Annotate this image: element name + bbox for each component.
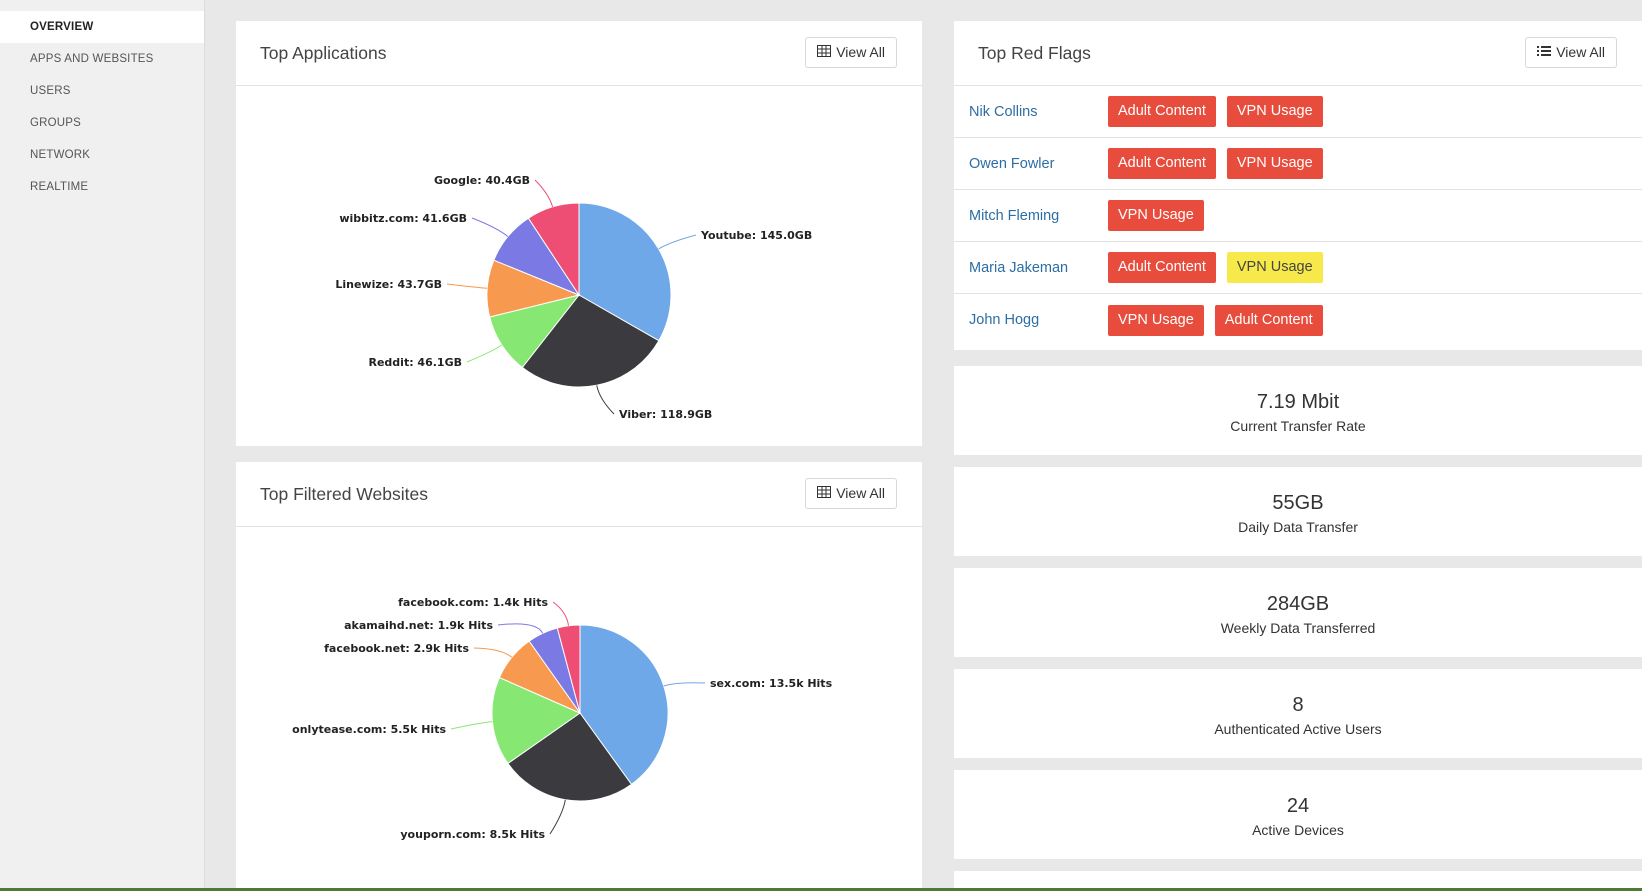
stat-value: 8	[1292, 694, 1304, 716]
slice-label: akamaihd.net: 1.9k Hits	[344, 619, 493, 632]
slice-connector	[596, 385, 615, 415]
view-all-button[interactable]: View All	[805, 37, 897, 68]
view-all-label: View All	[1556, 44, 1605, 60]
user-link[interactable]: Mitch Fleming	[969, 207, 1060, 224]
stat-label: Daily Data Transfer	[1238, 519, 1358, 535]
slice-connector	[446, 283, 488, 289]
vpn-usage-tag[interactable]: VPN Usage	[1226, 96, 1323, 127]
pie-slice[interactable]	[579, 624, 669, 786]
sidebar-item-apps-and-websites[interactable]: APPS AND WEBSITES	[30, 53, 154, 65]
panel-title: Top Filtered Websites	[260, 484, 428, 504]
slice-connector	[497, 623, 544, 634]
slice-label: Youtube: 145.0GB	[700, 229, 812, 242]
stat-value: 55GB	[1272, 492, 1324, 514]
panel-header: Top Applications View All	[236, 21, 922, 86]
top-filtered-websites-panel: Top Filtered Websites View All sex.com: …	[236, 462, 922, 891]
sidebar-item-network[interactable]: NETWORK	[30, 149, 91, 161]
stat-label: Weekly Data Transferred	[1220, 620, 1376, 636]
sidebar-item-users[interactable]: USERS	[30, 85, 71, 97]
slice-label: youporn.com: 8.5k Hits	[400, 828, 545, 841]
vpn-usage-tag[interactable]: VPN Usage	[1226, 148, 1323, 179]
slice-connector	[663, 682, 706, 687]
view-all-label: View All	[836, 44, 885, 60]
stat-value: 7.19 Mbit	[1256, 391, 1340, 413]
stat-card-weekly-transfer: 284GB Weekly Data Transferred	[954, 568, 1642, 657]
user-link[interactable]: John Hogg	[969, 312, 1040, 328]
red-flag-row: Owen Fowler Adult Content VPN Usage	[954, 138, 1642, 190]
slice-label: facebook.net: 2.9k Hits	[324, 642, 469, 655]
pie-slice[interactable]	[507, 712, 633, 802]
stat-card-active-devices: 24 Active Devices	[954, 770, 1642, 859]
stat-label: Authenticated Active Users	[1214, 721, 1382, 737]
slice-label: facebook.com: 1.4k Hits	[398, 596, 548, 609]
panel-title: Top Applications	[260, 43, 387, 63]
slice-connector	[534, 179, 554, 208]
slice-label: wibbitz.com: 41.6GB	[339, 212, 467, 225]
slice-label: Reddit: 46.1GB	[369, 356, 463, 369]
filtered-websites-pie-chart: sex.com: 13.5k Hits youporn.com: 8.5k Hit…	[292, 596, 833, 841]
panel-header: Top Filtered Websites View All	[236, 462, 922, 527]
view-all-label: View All	[836, 485, 885, 501]
slice-label: onlytease.com: 5.5k Hits	[292, 723, 446, 736]
pie-slice[interactable]	[578, 202, 672, 342]
pie-slice[interactable]	[491, 676, 582, 765]
flag-tags: Adult Content VPN Usage	[1108, 252, 1323, 283]
red-flag-row: Nik Collins Adult Content VPN Usage	[954, 86, 1642, 138]
slice-connector	[658, 234, 697, 250]
list-icon	[1537, 38, 1552, 67]
red-flag-row: Mitch Fleming VPN Usage	[954, 190, 1642, 242]
user-link[interactable]: Nik Collins	[969, 103, 1038, 120]
slice-connector	[466, 344, 503, 363]
panel-title: Top Red Flags	[978, 43, 1091, 63]
table-icon	[817, 38, 832, 67]
stat-card-transfer-rate: 7.19 Mbit Current Transfer Rate	[954, 366, 1642, 455]
flag-tags: Adult Content VPN Usage	[1108, 148, 1323, 179]
flag-tags: VPN Usage	[1108, 200, 1204, 231]
table-icon	[817, 479, 832, 508]
vpn-usage-tag[interactable]: VPN Usage	[1108, 200, 1204, 231]
user-link[interactable]: Maria Jakeman	[969, 259, 1069, 276]
slice-connector	[473, 647, 513, 658]
slice-connector	[450, 721, 493, 730]
sidebar-item-groups[interactable]: GROUPS	[30, 117, 82, 129]
adult-content-tag[interactable]: Adult Content	[1108, 96, 1216, 127]
vpn-usage-tag[interactable]: VPN Usage	[1108, 304, 1204, 336]
pie-slice[interactable]	[521, 294, 660, 388]
adult-content-tag[interactable]: Adult Content	[1108, 252, 1216, 283]
slice-label: Viber: 118.9GB	[619, 408, 712, 421]
slice-label: Google: 40.4GB	[434, 174, 530, 187]
sidebar: OVERVIEW APPS AND WEBSITES USERS GROUPS …	[0, 0, 205, 891]
stat-card-partial	[954, 871, 1642, 891]
user-link[interactable]: Owen Fowler	[969, 155, 1055, 172]
adult-content-tag[interactable]: Adult Content	[1214, 304, 1323, 336]
flag-tags: Adult Content VPN Usage	[1108, 96, 1323, 127]
vpn-usage-tag[interactable]: VPN Usage	[1226, 252, 1323, 283]
adult-content-tag[interactable]: Adult Content	[1108, 148, 1216, 179]
sidebar-item-overview[interactable]: OVERVIEW	[0, 11, 204, 43]
stat-value: 24	[1286, 795, 1310, 817]
slice-label: sex.com: 13.5k Hits	[710, 677, 833, 690]
bottom-bar	[0, 888, 1642, 891]
stat-value: 284GB	[1266, 593, 1330, 615]
slice-connector	[549, 799, 566, 835]
panel-header: Top Red Flags View All	[954, 21, 1642, 86]
flag-tags: VPN Usage Adult Content	[1108, 304, 1323, 336]
red-flag-row: Maria Jakeman Adult Content VPN Usage	[954, 242, 1642, 294]
top-red-flags-panel: Top Red Flags View All Nik Collins Adult…	[954, 21, 1642, 350]
stat-card-active-users: 8 Authenticated Active Users	[954, 669, 1642, 758]
stat-card-daily-transfer: 55GB Daily Data Transfer	[954, 467, 1642, 556]
slice-label: Linewize: 43.7GB	[335, 278, 442, 291]
slice-connector	[552, 601, 569, 626]
slice-connector	[471, 217, 509, 237]
pie-slice[interactable]	[556, 624, 581, 714]
red-flag-row: John Hogg VPN Usage Adult Content	[954, 294, 1642, 346]
view-all-button[interactable]: View All	[1525, 37, 1617, 68]
pie-slice[interactable]	[527, 202, 580, 297]
top-applications-panel: Top Applications View All Youtube: 145.0…	[236, 21, 922, 446]
stat-label: Active Devices	[1252, 822, 1344, 838]
stat-label: Current Transfer Rate	[1230, 418, 1366, 434]
sidebar-item-realtime[interactable]: REALTIME	[30, 181, 89, 193]
view-all-button[interactable]: View All	[805, 478, 897, 509]
applications-pie-chart: Youtube: 145.0GB Viber: 118.9GB Reddit: 46…	[335, 174, 812, 421]
